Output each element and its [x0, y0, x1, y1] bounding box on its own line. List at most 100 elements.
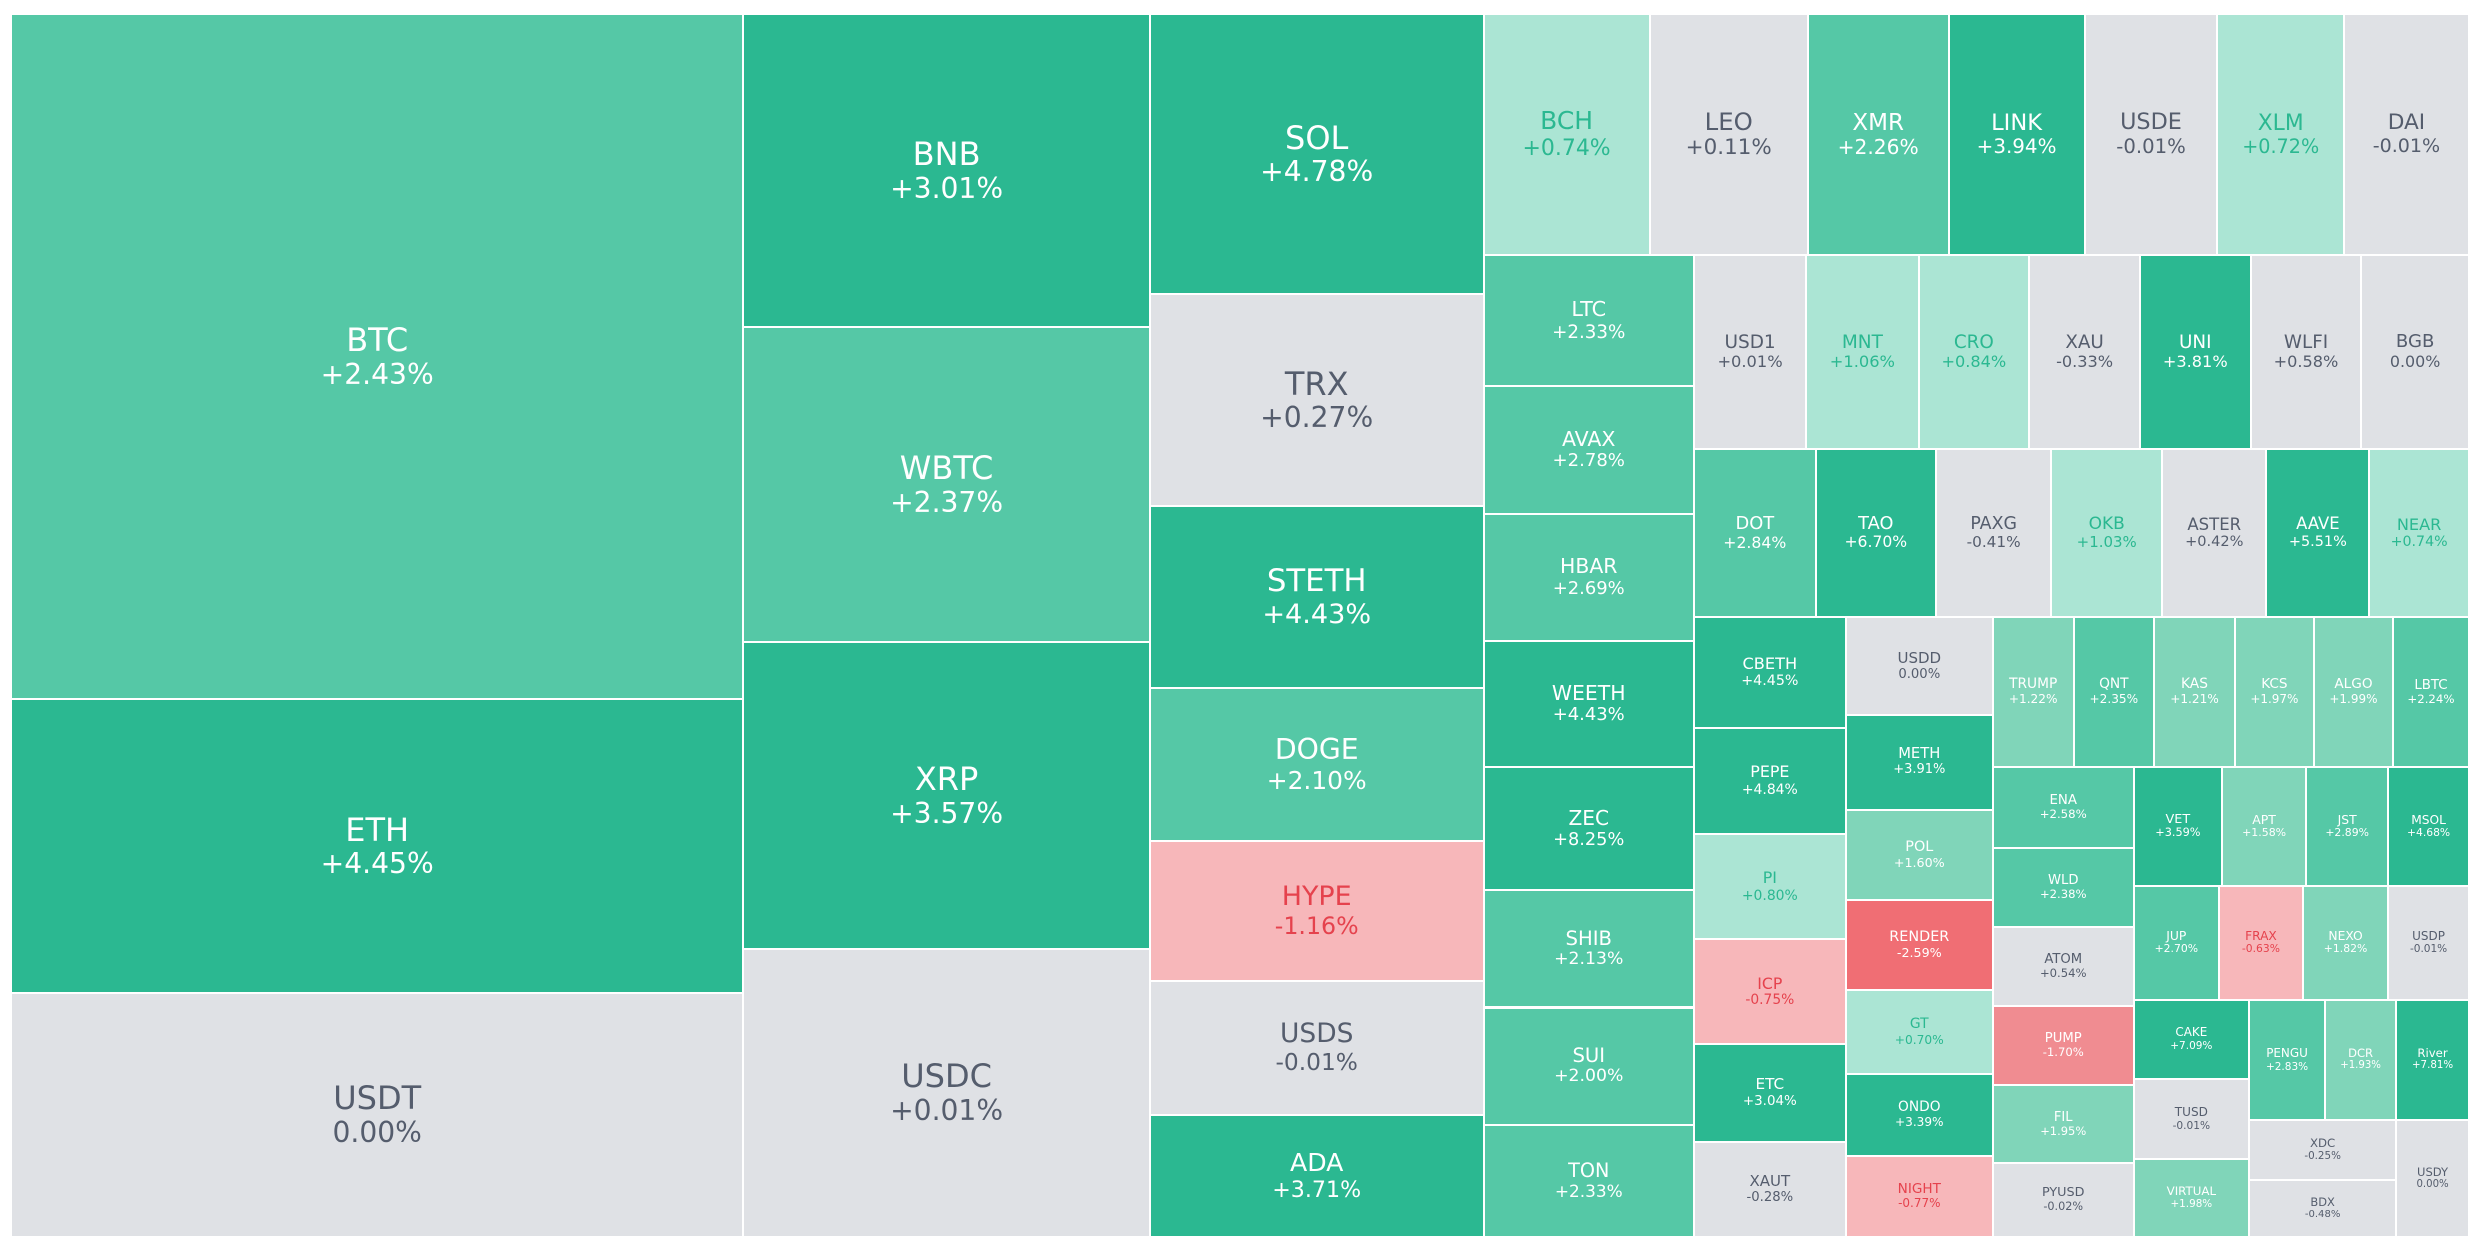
tile[interactable]: DOT +2.84%: [1693, 449, 1816, 617]
tile[interactable]: DAI -0.01%: [2343, 14, 2469, 255]
tile-symbol: FIL: [2053, 1109, 2073, 1125]
tile[interactable]: XDC -0.25%: [2249, 1119, 2397, 1180]
tile[interactable]: ATOM +0.54%: [1992, 926, 2134, 1006]
tile[interactable]: XRP +3.57%: [743, 642, 1150, 949]
tile[interactable]: BCH +0.74%: [1483, 14, 1650, 255]
tile[interactable]: FRAX -0.63%: [2219, 885, 2303, 1000]
tile[interactable]: River +7.81%: [2396, 999, 2469, 1120]
tile[interactable]: USDE -0.01%: [2084, 14, 2218, 255]
tile[interactable]: PENGU +2.83%: [2249, 999, 2325, 1120]
tile-change: +5.51%: [2288, 534, 2347, 551]
tile-symbol: HBAR: [1560, 554, 1618, 579]
tile[interactable]: XAUT -0.28%: [1693, 1141, 1846, 1237]
tile[interactable]: VET +3.59%: [2133, 767, 2223, 886]
tile[interactable]: JST +2.89%: [2306, 767, 2389, 886]
tile[interactable]: NIGHT -0.77%: [1845, 1156, 1993, 1237]
tile-change: +1.58%: [2242, 826, 2287, 840]
tile[interactable]: DOGE +2.10%: [1149, 688, 1484, 842]
tile[interactable]: SHIB +2.13%: [1483, 890, 1694, 1008]
tile[interactable]: LTC +2.33%: [1483, 254, 1694, 386]
tile[interactable]: XLM +0.72%: [2217, 14, 2344, 255]
tile[interactable]: QNT +2.35%: [2073, 616, 2155, 768]
tile[interactable]: USDC +0.01%: [743, 948, 1150, 1237]
tile[interactable]: TUSD -0.01%: [2133, 1078, 2250, 1160]
tile[interactable]: PEPE +4.84%: [1693, 727, 1846, 834]
tile[interactable]: ADA +3.71%: [1149, 1115, 1484, 1237]
tile[interactable]: MSOL +4.68%: [2388, 767, 2469, 886]
tile[interactable]: PI +0.80%: [1693, 833, 1846, 940]
tile[interactable]: BGB 0.00%: [2361, 254, 2469, 450]
tile[interactable]: TON +2.33%: [1483, 1124, 1694, 1237]
tile[interactable]: MNT +1.06%: [1806, 254, 1919, 450]
tile[interactable]: XMR +2.26%: [1807, 14, 1949, 255]
tile[interactable]: ICP -0.75%: [1693, 939, 1846, 1044]
tile[interactable]: SUI +2.00%: [1483, 1007, 1694, 1125]
tile[interactable]: HBAR +2.69%: [1483, 514, 1694, 641]
tile[interactable]: LBTC +2.24%: [2393, 616, 2469, 768]
tile[interactable]: PYUSD -0.02%: [1992, 1162, 2134, 1237]
tile[interactable]: BTC +2.43%: [11, 14, 744, 700]
tile[interactable]: JUP +2.70%: [2133, 885, 2220, 1000]
tile[interactable]: WBTC +2.37%: [743, 327, 1150, 643]
tile[interactable]: APT +1.58%: [2222, 767, 2306, 886]
tile[interactable]: BDX -0.48%: [2249, 1179, 2397, 1237]
tile-change: +2.69%: [1552, 577, 1625, 599]
tile[interactable]: USDP -0.01%: [2388, 885, 2469, 1000]
tile[interactable]: USDS -0.01%: [1149, 980, 1484, 1116]
tile[interactable]: TAO +6.70%: [1815, 449, 1936, 617]
tile[interactable]: WLFI +0.58%: [2250, 254, 2362, 450]
tile[interactable]: VIRTUAL +1.98%: [2133, 1159, 2250, 1237]
tile[interactable]: WEETH +4.43%: [1483, 640, 1694, 768]
tile[interactable]: RENDER -2.59%: [1845, 899, 1993, 991]
tile-symbol: AVAX: [1561, 426, 1616, 451]
tile[interactable]: KCS +1.97%: [2234, 616, 2314, 768]
tile[interactable]: HYPE -1.16%: [1149, 841, 1484, 981]
tile[interactable]: TRUMP +1.22%: [1992, 616, 2074, 768]
tile[interactable]: ASTER +0.42%: [2162, 449, 2267, 617]
tile[interactable]: BNB +3.01%: [743, 14, 1150, 328]
tile[interactable]: ETC +3.04%: [1693, 1043, 1846, 1142]
tile[interactable]: ETH +4.45%: [11, 699, 744, 994]
tile[interactable]: STETH +4.43%: [1149, 506, 1484, 688]
tile[interactable]: WLD +2.38%: [1992, 847, 2134, 927]
tile[interactable]: USD1 +0.01%: [1693, 254, 1807, 450]
tile[interactable]: USDD 0.00%: [1845, 616, 1993, 715]
tile[interactable]: PAXG -0.41%: [1935, 449, 2052, 617]
tile[interactable]: LINK +3.94%: [1948, 14, 2085, 255]
tile-symbol: TRX: [1284, 364, 1349, 403]
tile[interactable]: TRX +0.27%: [1149, 294, 1484, 507]
tile-change: +4.78%: [1260, 155, 1374, 189]
tile[interactable]: DCR +1.93%: [2325, 999, 2397, 1120]
tile[interactable]: UNI +3.81%: [2139, 254, 2251, 450]
tile[interactable]: ZEC +8.25%: [1483, 767, 1694, 891]
tile-change: +0.84%: [1941, 352, 2007, 372]
tile[interactable]: GT +0.70%: [1845, 990, 1993, 1074]
tile[interactable]: CRO +0.84%: [1918, 254, 2030, 450]
tile[interactable]: NEAR +0.74%: [2369, 449, 2469, 617]
tile[interactable]: USDT 0.00%: [11, 993, 744, 1237]
tile-change: +0.11%: [1685, 135, 1772, 161]
tile[interactable]: NEXO +1.82%: [2302, 885, 2389, 1000]
tile-symbol: WLD: [2047, 873, 2079, 889]
tile[interactable]: KAS +1.21%: [2154, 616, 2235, 768]
tile[interactable]: XAU -0.33%: [2029, 254, 2140, 450]
tile[interactable]: FIL +1.95%: [1992, 1085, 2134, 1163]
tile-symbol: ICP: [1757, 973, 1783, 993]
tile-change: +3.39%: [1895, 1114, 1944, 1129]
tile[interactable]: AAVE +5.51%: [2266, 449, 2370, 617]
tile[interactable]: AVAX +2.78%: [1483, 385, 1694, 515]
tile[interactable]: LEO +0.11%: [1649, 14, 1808, 255]
tile[interactable]: POL +1.60%: [1845, 809, 1993, 900]
tile[interactable]: ALGO +1.99%: [2313, 616, 2393, 768]
tile[interactable]: SOL +4.78%: [1149, 14, 1484, 295]
tile-change: +1.99%: [2329, 691, 2378, 706]
tile[interactable]: PUMP -1.70%: [1992, 1005, 2134, 1085]
tile[interactable]: ENA +2.58%: [1992, 767, 2134, 848]
tile[interactable]: USDY 0.00%: [2396, 1119, 2469, 1237]
tile-change: +4.45%: [1741, 673, 1799, 690]
tile[interactable]: OKB +1.03%: [2051, 449, 2163, 617]
tile[interactable]: METH +3.91%: [1845, 714, 1993, 810]
tile[interactable]: CAKE +7.09%: [2133, 999, 2250, 1079]
tile[interactable]: ONDO +3.39%: [1845, 1073, 1993, 1157]
tile[interactable]: CBETH +4.45%: [1693, 616, 1846, 728]
